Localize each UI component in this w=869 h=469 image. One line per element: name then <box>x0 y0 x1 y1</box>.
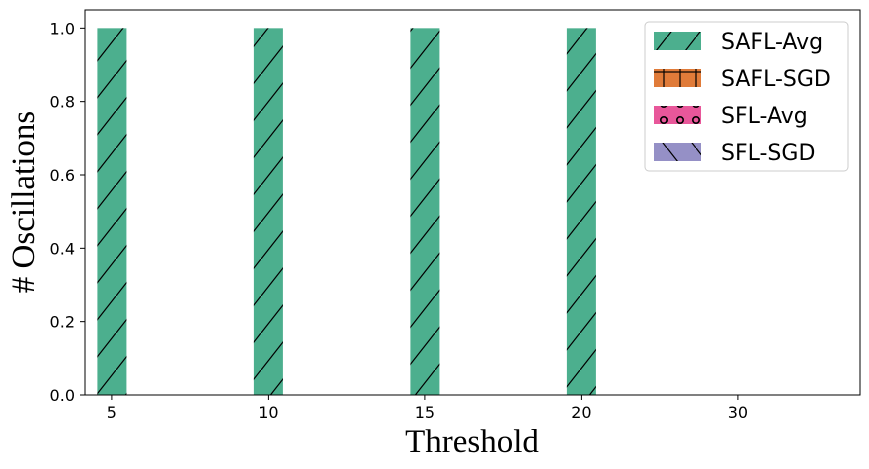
y-tick-label: 0.2 <box>50 313 75 332</box>
legend-frame <box>644 21 849 172</box>
bar-hatch <box>566 28 596 395</box>
plot-frame <box>84 9 861 396</box>
bar-safl-avg-5 <box>97 28 127 395</box>
legend-swatch-hatch <box>654 106 701 124</box>
bar-safl-avg-15 <box>410 28 440 395</box>
legend-item-safl-sgd: SAFL-SGD <box>654 67 831 92</box>
y-tick-label: 0.8 <box>50 93 75 112</box>
bars-layer <box>97 28 596 395</box>
y-tick-label: 0.4 <box>50 239 75 258</box>
y-tick-label: 0.0 <box>50 386 75 405</box>
x-tick-label: 15 <box>415 403 435 422</box>
legend-label: SAFL-Avg <box>721 30 823 55</box>
legend-label: SFL-Avg <box>721 104 808 129</box>
x-axis: 5 10 15 20 30 <box>107 395 748 422</box>
y-axis-title: # Oscillations <box>6 111 42 293</box>
bar-hatch <box>253 28 283 395</box>
legend: SAFL-Avg SAFL-SGD SFL-Avg SFL-SGD <box>644 21 849 172</box>
x-tick-label: 5 <box>107 403 117 422</box>
bar-hatch <box>97 28 127 395</box>
legend-item-sfl-avg: SFL-Avg <box>654 104 808 129</box>
bar-hatch <box>410 28 440 395</box>
legend-swatch-hatch <box>654 143 701 161</box>
legend-label: SAFL-SGD <box>721 67 831 92</box>
y-tick-label: 1.0 <box>50 19 75 38</box>
legend-item-sfl-sgd: SFL-SGD <box>654 141 815 166</box>
legend-swatch-hatch <box>654 69 701 87</box>
bar-safl-avg-10 <box>253 28 283 395</box>
y-axis: 0.0 0.2 0.4 0.6 0.8 1.0 <box>50 19 85 405</box>
legend-swatch-hatch <box>654 32 701 50</box>
x-tick-label: 30 <box>728 403 748 422</box>
y-tick-label: 0.6 <box>50 166 75 185</box>
x-tick-label: 10 <box>258 403 278 422</box>
x-axis-title: Threshold <box>405 424 539 460</box>
bar-safl-avg-20 <box>566 28 596 395</box>
x-tick-label: 20 <box>571 403 591 422</box>
legend-item-safl-avg: SAFL-Avg <box>654 30 823 55</box>
legend-label: SFL-SGD <box>721 141 815 166</box>
